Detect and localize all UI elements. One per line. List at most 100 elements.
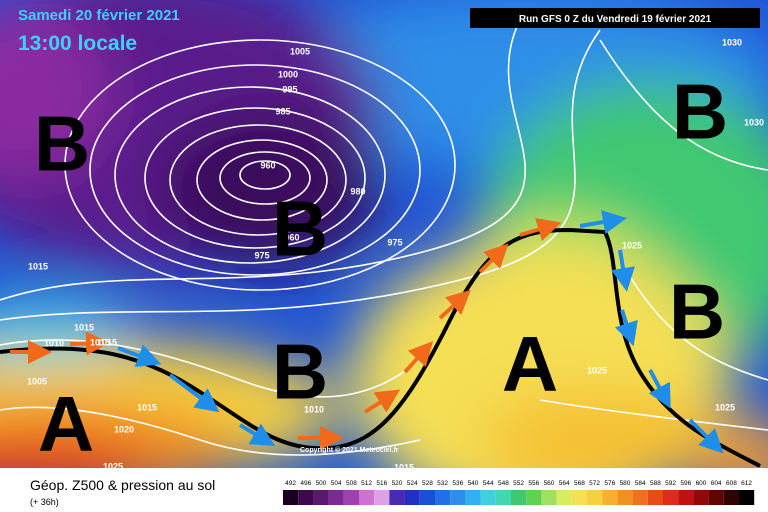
pressure-center: B [272,185,328,273]
isobar-label: 975 [387,237,402,247]
scale-label: 548 [498,480,509,487]
scale-cell [587,490,603,505]
scale-cell [480,490,496,505]
scale-cell [343,490,359,505]
isobar-label: 1015 [137,402,157,412]
scale-label: 576 [604,480,615,487]
scale-label: 560 [544,480,555,487]
scale-label: 500 [316,480,327,487]
scale-label: 580 [620,480,631,487]
scale-label: 572 [589,480,600,487]
isobar-label: 980 [350,186,365,196]
scale-cell [435,490,451,505]
scale-cell [465,490,481,505]
isobar-label: 1015 [394,462,414,472]
run: Run GFS 0 Z du Vendredi 19 février 2021 [519,14,712,25]
scale-label: 512 [361,480,372,487]
scale-cell [298,490,314,505]
scale-label: 540 [468,480,479,487]
scale-label: 528 [422,480,433,487]
scale-cell [313,490,329,505]
time: 13:00 locale [18,32,137,55]
scale-cell [495,490,511,505]
scale-cell [617,490,633,505]
scale-cell [511,490,527,505]
isobar-label: 960 [260,160,275,170]
scale-cell [450,490,466,505]
scale-cell [541,490,557,505]
isobar-label: 1005 [290,46,310,56]
scale-cell [328,490,344,505]
isobar-label: 975 [254,250,269,260]
scale-label: 556 [528,480,539,487]
scale-cell [389,490,405,505]
scale-cell [283,490,299,505]
scale-label: 520 [392,480,403,487]
scale-label: 600 [696,480,707,487]
pressure-center: A [38,380,94,468]
scale-label: 592 [665,480,676,487]
scale-cell [708,490,724,505]
pressure-center: B [272,328,328,416]
isobar-label: 1015 [28,261,48,271]
scale-label: 524 [407,480,418,487]
scale-label: 532 [437,480,448,487]
scale-cell [678,490,694,505]
isobar-label: 1000 [278,69,298,79]
scale-cell [374,490,390,505]
isobar-label: 1030 [744,117,764,127]
scale-label: 568 [574,480,585,487]
scale-cell [419,490,435,505]
scale-label: 612 [741,480,752,487]
scale-label: 552 [513,480,524,487]
scale-cell [723,490,739,505]
isobar-label: 1020 [114,424,134,434]
scale-cell [663,490,679,505]
isobar-label: 1025 [622,240,642,250]
pressure-center: B [34,100,90,188]
scale-label: 536 [452,480,463,487]
scale-label: 496 [300,480,311,487]
isobar-label: 1025 [103,461,123,471]
footer-title: Géop. Z500 & pression au sol [30,477,215,493]
copyright: Copyright © 2021 Meteociel.fr [300,446,399,454]
scale-label: 584 [635,480,646,487]
scale-label: 608 [726,480,737,487]
scale-label: 544 [483,480,494,487]
scale-label: 504 [331,480,342,487]
warm-arrows [10,217,562,450]
pressure-center: B [672,68,728,156]
isobar-label: 960 [284,232,299,242]
isobar-label: 1015 [90,337,110,347]
scale-label: 508 [346,480,357,487]
isobar-label: 1015 [97,337,117,347]
scale-cell [632,490,648,505]
scale-label: 516 [376,480,387,487]
run-box [470,8,760,28]
date: Samedi 20 février 2021 [18,7,180,24]
isobar-label: 985 [275,106,290,116]
isobar-label: 1005 [27,376,47,386]
isobar-label: 1010 [304,404,324,414]
isobars [0,19,768,456]
scale-cell [602,490,618,505]
isobar-label: 1030 [722,37,742,47]
scale-label: 604 [711,480,722,487]
isobar-label: 1010 [44,338,64,348]
scale-label: 588 [650,480,661,487]
scale-cell [556,490,572,505]
scale-cell [739,490,755,505]
scale-cell [404,490,420,505]
scale-label: 596 [680,480,691,487]
pressure-center: B [669,268,725,356]
footer-lead: (+ 36h) [30,497,59,507]
cold-arrows [117,210,724,454]
isobar-label: 1025 [715,402,735,412]
scale-cell [647,490,663,505]
isobar-label: 1015 [74,322,94,332]
isobar-label: 1025 [587,365,607,375]
scale-cell [359,490,375,505]
scale-label: 492 [285,480,296,487]
isobar-label: 995 [282,84,297,94]
